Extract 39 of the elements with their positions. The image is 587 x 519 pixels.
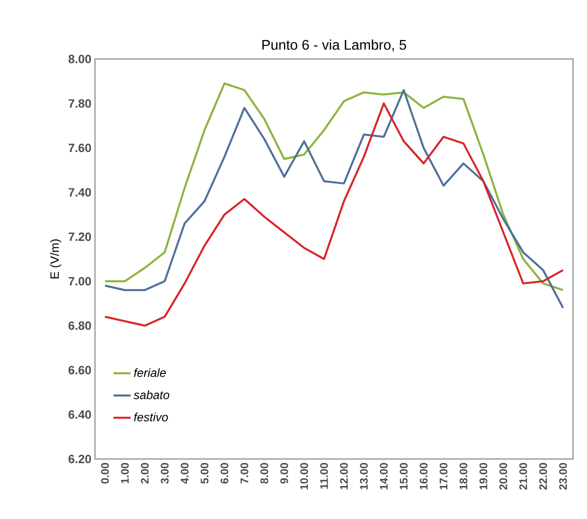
y-tick-label: 6.20: [68, 454, 91, 464]
x-tick-label: 15.00: [400, 462, 408, 490]
x-tick-label: 19.00: [479, 462, 488, 490]
x-tick-label: 2.00: [140, 462, 149, 484]
x-tick-label: 17.00: [440, 462, 448, 490]
x-tick-label: 4.00: [180, 462, 189, 484]
x-tick-label: 18.00: [460, 462, 468, 490]
x-tick-label: 16.00: [420, 462, 428, 490]
y-tick-label: 8.00: [68, 54, 91, 64]
x-tick-label: 3.00: [160, 462, 169, 484]
legend-label: festivo: [134, 412, 168, 422]
x-tick-label: 20.00: [499, 462, 508, 490]
x-tick-label: 23.00: [559, 462, 567, 490]
x-tick-label: 9.00: [280, 462, 288, 484]
y-tick-label: 6.60: [68, 366, 91, 374]
x-tick-label: 1.00: [120, 462, 129, 484]
x-tick-label: 13.00: [360, 462, 368, 490]
x-tick-label: 5.00: [200, 462, 208, 484]
x-tick-label: 8.00: [260, 462, 268, 484]
x-tick-label: 21.00: [519, 462, 528, 490]
y-axis-title: E (V/m): [50, 239, 62, 278]
y-tick-label: 7.20: [68, 232, 91, 242]
y-tick-label: 6.40: [68, 410, 91, 419]
legend-label: feriale: [134, 368, 166, 378]
x-tick-label: 6.00: [220, 462, 228, 484]
y-tick-label: 7.80: [68, 99, 91, 108]
x-tick-label: 12.00: [340, 462, 348, 490]
legend-label: sabato: [134, 390, 170, 400]
y-tick-label: 7.00: [68, 276, 91, 286]
y-tick-label: 6.80: [68, 321, 91, 330]
x-tick-label: 11.00: [320, 462, 328, 489]
chart-title: Punto 6 - via Lambro, 5: [262, 40, 406, 52]
x-tick-label: 22.00: [539, 462, 548, 490]
x-tick-label: 14.00: [380, 462, 388, 490]
y-tick-label: 7.40: [68, 188, 91, 197]
x-tick-label: 0.00: [101, 462, 109, 484]
x-tick-label: 10.00: [300, 462, 308, 490]
x-tick-label: 7.00: [240, 462, 248, 484]
y-tick-label: 7.60: [68, 144, 91, 152]
